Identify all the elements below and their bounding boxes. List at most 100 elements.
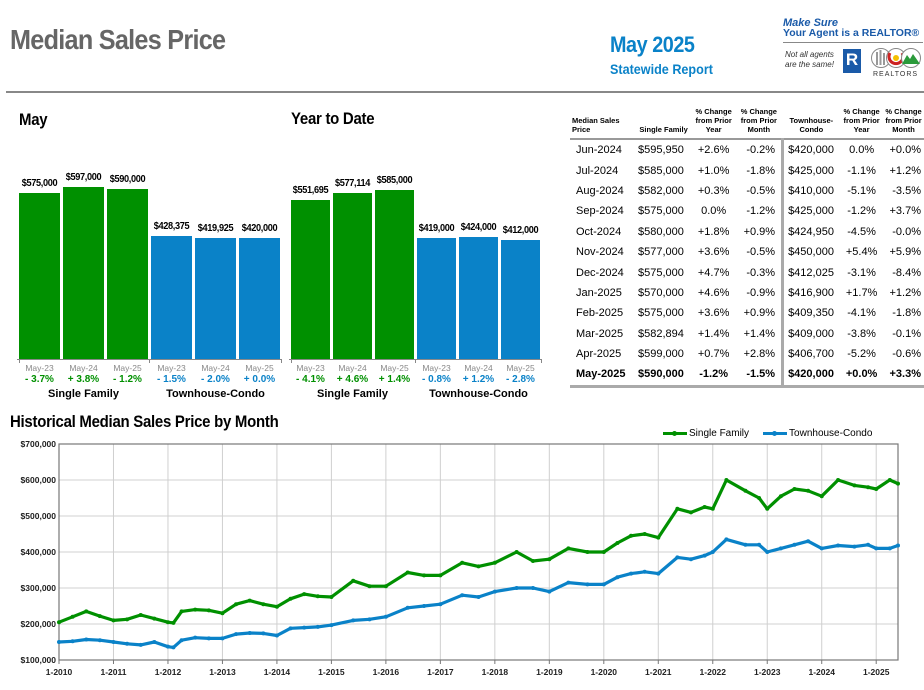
bar-group-label: Townhouse-Condo	[166, 388, 265, 400]
bar-category-label: May-24	[338, 363, 367, 373]
data-point	[274, 604, 279, 609]
table-cell: -0.5%	[746, 246, 776, 259]
table-cell: +4.6%	[697, 286, 730, 299]
bar-category-label: May-25	[506, 363, 535, 373]
data-point	[329, 623, 334, 628]
data-point	[514, 586, 519, 590]
data-point	[836, 543, 841, 548]
y-tick-label: $500,000	[21, 511, 57, 521]
table-cell: $420,000	[781, 364, 841, 388]
data-point	[778, 546, 783, 551]
table-cell: +5.4%	[845, 246, 878, 259]
bar-axis-tick	[291, 359, 292, 363]
bar-value-label: $420,000	[241, 222, 278, 234]
table-cell: -0.1%	[892, 327, 921, 340]
bar-townhouse-condo-may-25	[239, 237, 280, 359]
data-point	[615, 575, 620, 580]
table-cell: +3.6%	[697, 307, 730, 320]
y-tick-label: $600,000	[21, 475, 57, 485]
bar-value-label: $428,375	[153, 220, 190, 232]
table-cell: +3.7%	[889, 205, 922, 218]
data-point	[743, 542, 748, 547]
table-cell: $582,894	[638, 327, 684, 340]
bar-value-label: $551,695	[292, 185, 329, 197]
data-point	[438, 602, 443, 607]
data-point	[111, 618, 116, 623]
data-point	[315, 594, 320, 599]
table-cell: Jul-2024	[576, 164, 619, 177]
table-cell: -0.3%	[746, 266, 776, 279]
ytd-chart-title: Year to Date	[291, 109, 375, 128]
data-point	[724, 537, 729, 542]
col-header-th-mom: % Change from Prior Month	[883, 107, 924, 140]
bar-townhouse-condo-may-25	[501, 240, 540, 359]
table-cell: 0.0%	[701, 205, 727, 218]
table-cell: +1.4%	[697, 327, 730, 340]
x-tick-label: 1-2019	[536, 667, 563, 677]
table-row: Nov-2024 $577,000 +3.6% -0.5% $450,000 +5.4% +…	[570, 241, 924, 263]
logo-association-text: REALTORS	[873, 71, 919, 78]
data-point	[84, 609, 89, 614]
table-row: Jun-2024 $595,950 +2.6% -0.2% $420,000 0.0% +0…	[570, 139, 924, 161]
table-cell: -1.2%	[692, 364, 736, 388]
table-cell: +1.2%	[889, 164, 922, 177]
bar-pct-change: - 2.8%	[506, 374, 535, 385]
table-row: Oct-2024 $580,000 +1.8% +0.9% $424,950 -4.5% -…	[570, 221, 924, 242]
data-point	[702, 505, 707, 509]
data-point	[896, 543, 900, 548]
table-cell: $570,000	[638, 286, 684, 299]
table-cell: Sep-2024	[576, 205, 624, 218]
data-point	[111, 640, 116, 644]
data-point	[422, 573, 427, 578]
data-point	[852, 483, 857, 488]
table-row: Jan-2025 $570,000 +4.6% -0.9% $416,900 +1.7% +…	[570, 282, 924, 304]
table-row: May-2025 $590,000 -1.2% -1.5% $420,000 +0.0% +…	[570, 364, 924, 388]
data-point	[383, 584, 388, 589]
data-point	[601, 550, 606, 554]
data-point	[492, 560, 497, 565]
bar-pct-change: + 0.0%	[243, 374, 276, 385]
data-point	[288, 626, 293, 631]
historical-chart-title: Historical Median Sales Price by Month	[10, 412, 279, 431]
data-point	[547, 589, 552, 594]
bar-category-label: May-23	[25, 363, 54, 373]
table-cell: -0.0%	[892, 225, 921, 238]
data-point	[302, 625, 307, 630]
table-cell: $575,000	[638, 307, 684, 320]
bar-value-label: $575,000	[21, 178, 58, 190]
bar-pct-change: + 1.4%	[378, 374, 411, 385]
data-point	[220, 611, 225, 616]
table-cell: Mar-2025	[576, 327, 624, 340]
x-tick-label: 1-2013	[209, 667, 236, 677]
data-point	[367, 617, 372, 622]
realtor-logo: Make Sure Your Agent is a REALTOR® Not a…	[783, 18, 923, 80]
data-point	[836, 478, 841, 482]
table-cell: +0.7%	[697, 348, 730, 361]
x-tick-label: 1-2011	[100, 667, 126, 677]
table-cell: +4.7%	[697, 266, 730, 279]
table-cell: +1.0%	[697, 164, 730, 177]
bar-group-label: Townhouse-Condo	[429, 388, 528, 400]
table-cell: Feb-2025	[576, 307, 624, 320]
data-point	[351, 578, 356, 583]
bar-axis-tick	[149, 359, 150, 363]
legend-swatch-townhouse-condo	[763, 431, 788, 436]
data-point	[778, 494, 783, 499]
table-cell: -3.8%	[847, 327, 876, 340]
data-point	[702, 553, 707, 558]
bar-single-family-may-23	[291, 200, 330, 359]
table-cell: $575,000	[638, 205, 684, 218]
bar-category-label: May-25	[113, 363, 142, 373]
bar-townhouse-condo-may-24	[459, 236, 498, 359]
table-cell: Oct-2024	[576, 225, 622, 238]
table-cell: $425,000	[781, 201, 841, 222]
x-tick-label: 1-2018	[482, 667, 509, 677]
legend-label-single-family: Single Family	[689, 428, 750, 439]
table-cell: $416,900	[781, 282, 841, 304]
table-row: Feb-2025 $575,000 +3.6% +0.9% $409,350 -4.1% -…	[570, 303, 924, 324]
data-point	[615, 541, 620, 545]
table-cell: $412,025	[781, 262, 841, 283]
bar-pct-change: - 3.7%	[25, 374, 54, 385]
bar-category-label: May-24	[464, 363, 493, 373]
table-cell: Jun-2024	[576, 144, 622, 157]
